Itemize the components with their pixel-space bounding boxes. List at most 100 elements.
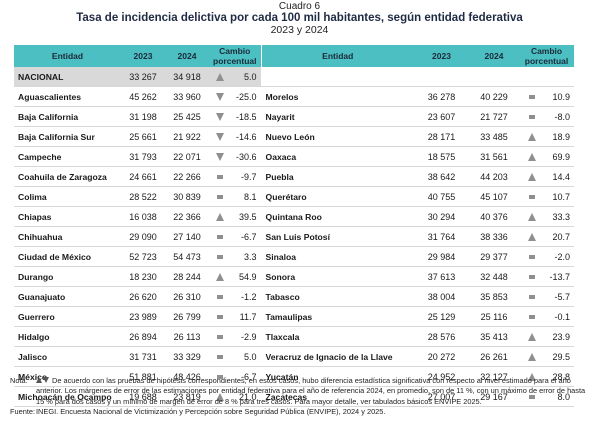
caption-title: Tasa de incidencia delictiva por cada 10… — [76, 12, 523, 24]
entity-name: Morelos — [260, 86, 415, 107]
no-change-icon — [217, 315, 223, 320]
value-2023: 31 198 — [121, 106, 165, 127]
change-indicator — [209, 246, 231, 267]
entity-name: Tamaulipas — [260, 306, 415, 327]
entity-name: Campeche — [14, 146, 121, 167]
percent-change: 33.3 — [544, 206, 575, 227]
note-row: Nota: De acuerdo con las pruebas de hipó… — [10, 376, 592, 407]
entity-name: Guerrero — [14, 306, 121, 327]
value-2023: 51 881 — [121, 366, 165, 387]
no-change-icon — [528, 315, 535, 320]
value-2023: 26 620 — [121, 286, 165, 307]
change-indicator — [519, 146, 545, 167]
percent-change: 5.0 — [231, 346, 262, 367]
value-2023: 28 576 — [414, 326, 470, 347]
change-indicator — [209, 386, 231, 407]
change-indicator — [209, 306, 231, 327]
triangle-up-icon — [216, 273, 224, 282]
percent-change: -5.7 — [544, 286, 575, 307]
triangle-up-icon — [216, 73, 224, 82]
table-notes: Nota: De acuerdo con las pruebas de hipó… — [10, 376, 592, 418]
value-2024: 22 266 — [165, 166, 209, 187]
value-2024: 29 377 — [469, 246, 520, 267]
triangle-down-icon — [216, 133, 224, 142]
percent-change — [544, 67, 575, 87]
no-change-icon — [528, 95, 535, 100]
triangle-up-icon — [527, 233, 536, 242]
entity-name: Durango — [14, 266, 121, 287]
value-2023: 24 661 — [121, 166, 165, 187]
value-2023: 26 894 — [121, 326, 165, 347]
entity-name: Guanajuato — [14, 286, 121, 307]
no-change-icon — [528, 195, 535, 200]
value-2024: 25 116 — [469, 306, 520, 327]
no-change-icon — [528, 115, 535, 120]
value-2024: 40 229 — [469, 86, 520, 107]
value-2024: 21 727 — [469, 106, 520, 127]
no-change-icon — [217, 375, 223, 380]
value-2023: 31 793 — [121, 146, 165, 167]
header-entidad-left: Entidad — [14, 45, 121, 67]
entity-name: Tlaxcala — [260, 326, 415, 347]
value-2023: 38 004 — [414, 286, 470, 307]
triangle-up-icon — [36, 377, 42, 383]
value-2023: 16 038 — [121, 206, 165, 227]
value-2024: 27 140 — [165, 226, 209, 247]
header-cambio-right: Cambio porcentual — [519, 45, 575, 67]
no-change-icon — [217, 255, 223, 260]
entity-name: Tabasco — [260, 286, 415, 307]
triangle-down-icon — [43, 377, 49, 383]
entity-name: Zacatecas — [260, 386, 415, 407]
entity-name: Aguascalientes — [14, 86, 121, 107]
value-2024: 21 922 — [165, 126, 209, 147]
entity-name: Querétaro — [260, 186, 415, 207]
value-2023: 52 723 — [121, 246, 165, 267]
no-change-icon — [217, 235, 223, 240]
incidence-table: Entidad 2023 2024 Cambio porcentual Enti… — [14, 45, 575, 407]
value-2024: 26 799 — [165, 306, 209, 327]
value-2024: 31 561 — [469, 146, 520, 167]
value-2024: 26 261 — [469, 346, 520, 367]
percent-change: 10.9 — [544, 86, 575, 107]
change-indicator — [209, 366, 231, 387]
percent-change: -30.6 — [231, 146, 262, 167]
source-label: Fuente: — [10, 407, 36, 417]
value-2023: 37 613 — [414, 266, 470, 287]
change-indicator — [209, 166, 231, 187]
percent-change: -18.5 — [231, 106, 262, 127]
change-indicator — [519, 67, 545, 87]
no-change-icon — [528, 275, 535, 280]
value-2024: 32 448 — [469, 266, 520, 287]
value-2023: 31 731 — [121, 346, 165, 367]
value-2024: 30 839 — [165, 186, 209, 207]
entity-name: Colima — [14, 186, 121, 207]
change-indicator — [209, 286, 231, 307]
percent-change: 54.9 — [231, 266, 262, 287]
table-row: Chihuahua 29 090 27 140 -6.7 San Luis Potosí… — [14, 226, 575, 247]
value-2023: 20 272 — [414, 346, 470, 367]
header-2023-right: 2023 — [414, 45, 470, 67]
triangle-up-icon — [527, 353, 536, 362]
change-indicator — [519, 106, 545, 127]
value-2024: 23 819 — [165, 386, 209, 407]
table-row: Aguascalientes 45 262 33 960 -25.0 Morelos 36… — [14, 86, 575, 107]
value-2024: 45 107 — [469, 186, 520, 207]
value-2023: 28 171 — [414, 126, 470, 147]
value-2024: 44 203 — [469, 166, 520, 187]
percent-change: 29.5 — [544, 346, 575, 367]
table-row: Baja California 31 198 25 425 -18.5 Nayarit 2… — [14, 106, 575, 127]
value-2023: 36 278 — [414, 86, 470, 107]
change-indicator — [519, 286, 545, 307]
value-2024: 34 918 — [165, 67, 209, 87]
no-change-icon — [217, 195, 223, 200]
entity-name: Nuevo León — [260, 126, 415, 147]
value-2024: 25 425 — [165, 106, 209, 127]
change-indicator — [209, 186, 231, 207]
percent-change: 5.0 — [231, 67, 262, 87]
change-indicator — [519, 366, 545, 387]
value-2024: 33 329 — [165, 346, 209, 367]
no-change-icon — [217, 335, 223, 340]
triangle-up-icon — [527, 173, 536, 182]
percent-change: 3.3 — [231, 246, 262, 267]
change-indicator — [209, 266, 231, 287]
